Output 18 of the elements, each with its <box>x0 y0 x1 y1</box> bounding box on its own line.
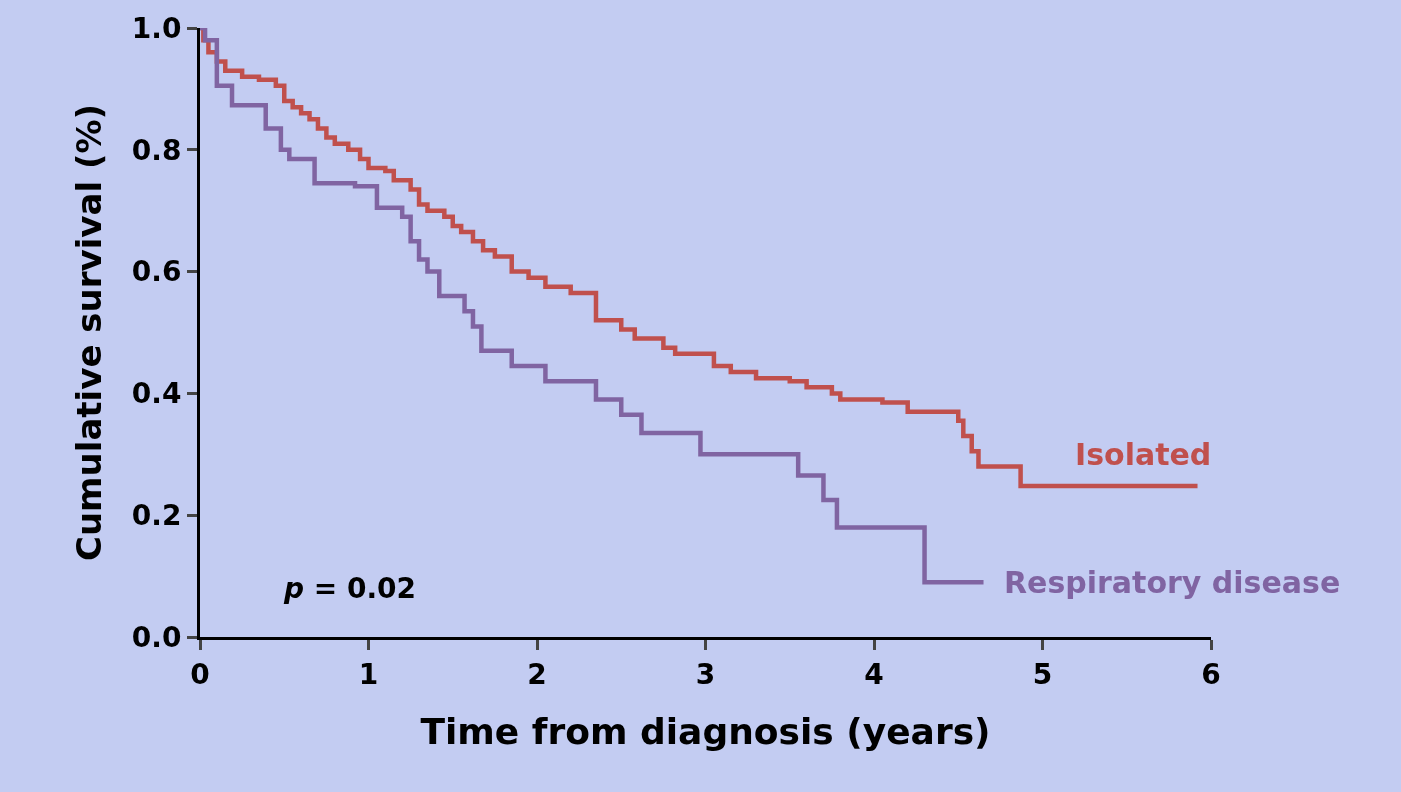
y-tick-label: 1.0 <box>131 11 182 45</box>
y-tick-label: 0.2 <box>131 499 182 532</box>
x-tick-label: 3 <box>695 657 716 691</box>
y-axis-title: Cumulative survival (%) <box>69 103 110 562</box>
x-tick-label: 5 <box>1032 657 1053 691</box>
x-tick-label: 4 <box>864 657 884 691</box>
x-tick-label: 0 <box>190 657 210 691</box>
series-label: Isolated <box>1075 437 1212 472</box>
x-axis-title: Time from diagnosis (years) <box>420 711 991 753</box>
x-tick-label: 2 <box>527 657 547 691</box>
series-label: Respiratory disease <box>1004 565 1341 600</box>
y-tick-label: 0.8 <box>131 133 182 167</box>
x-tick-label: 6 <box>1201 657 1221 691</box>
y-tick-label: 0.0 <box>131 620 182 654</box>
y-tick-label: 0.4 <box>131 377 182 411</box>
x-tick-label: 1 <box>358 657 379 691</box>
y-tick-label: 0.6 <box>131 255 182 289</box>
annotation: p = 0.02 <box>283 572 417 605</box>
